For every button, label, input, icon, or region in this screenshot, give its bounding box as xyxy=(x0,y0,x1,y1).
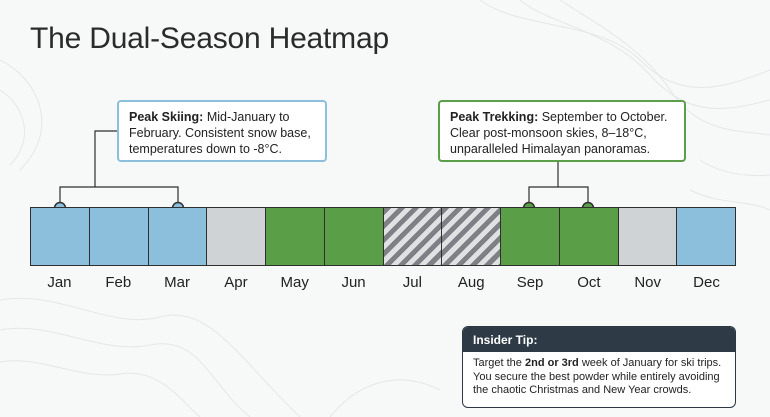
peak-skiing-text: Mid-January to February. Consistent snow… xyxy=(129,110,311,156)
month-label-jul: Jul xyxy=(402,274,422,291)
month-heatmap-row xyxy=(30,207,736,266)
month-cell-mar xyxy=(148,208,208,265)
month-label-aug: Aug xyxy=(457,274,485,291)
page-title: The Dual-Season Heatmap xyxy=(30,22,389,55)
month-cell-nov xyxy=(618,208,678,265)
month-label-nov: Nov xyxy=(634,274,662,291)
month-cell-may xyxy=(266,208,325,265)
month-label-dec: Dec xyxy=(693,274,720,291)
peak-skiing-callout: Peak Skiing: Mid-January to February. Co… xyxy=(117,100,327,162)
insider-tip-box: Insider Tip: Target the 2nd or 3rd week … xyxy=(462,326,736,408)
month-label-oct: Oct xyxy=(577,274,601,291)
month-label-may: May xyxy=(280,274,309,291)
peak-trekking-callout: Peak Trekking: September to October. Cle… xyxy=(438,100,686,162)
insider-tip-body: Target the 2nd or 3rd week of January fo… xyxy=(463,352,735,403)
month-cell-jan xyxy=(31,208,90,265)
month-labels-row: Jan Feb Mar Apr May Jun Jul Aug Sep Oct Nov Dec xyxy=(30,274,736,291)
peak-skiing-heading: Peak Skiing: xyxy=(129,110,204,124)
month-cell-dec xyxy=(677,208,735,265)
month-cell-sep xyxy=(501,208,560,265)
month-label-apr: Apr xyxy=(224,274,248,291)
month-cell-jul xyxy=(383,208,443,265)
month-label-jan: Jan xyxy=(47,274,72,291)
month-cell-oct xyxy=(559,208,619,265)
insider-tip-emphasis: 2nd or 3rd xyxy=(524,357,579,369)
insider-tip-heading: Insider Tip: xyxy=(463,327,735,352)
insider-tip-text-after: week of January for ski trips. You secur… xyxy=(473,357,722,396)
peak-trekking-text: September to October. Clear post-monsoon… xyxy=(450,110,668,156)
peak-trekking-heading: Peak Trekking: xyxy=(450,110,539,124)
insider-tip-text-before: Target the xyxy=(473,357,525,369)
month-cell-apr xyxy=(207,208,266,265)
month-label-mar: Mar xyxy=(164,274,190,291)
month-cell-jun xyxy=(324,208,384,265)
month-label-sep: Sep xyxy=(516,274,544,291)
month-cell-feb xyxy=(89,208,149,265)
month-label-feb: Feb xyxy=(105,274,132,291)
month-label-jun: Jun xyxy=(341,274,366,291)
month-cell-aug xyxy=(442,208,501,265)
